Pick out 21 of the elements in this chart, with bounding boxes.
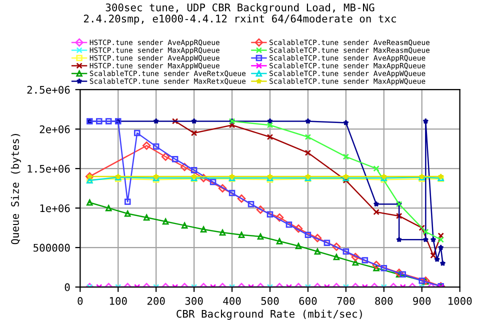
x-axis-title: CBR Background Rate (mbit/sec): [176, 310, 362, 320]
x-tick-label: 800: [375, 297, 393, 305]
chart-title: 300sec tune, UDP CBR Background Load, MB-NG: [106, 3, 374, 14]
x-tick-label: 700: [337, 297, 355, 305]
x-tick-label: 300: [185, 297, 203, 305]
x-tick-label: 1000: [448, 297, 472, 305]
x-tick-label: 0: [78, 297, 83, 305]
x-tick-label: 500: [261, 297, 279, 305]
y-tick-label: 1.5e+06: [28, 164, 70, 173]
y-tick-label: 2.5e+06: [27, 86, 70, 94]
x-tick-label: 600: [299, 297, 317, 305]
y-tick-label: 500000: [34, 244, 70, 252]
x-tick-label: 900: [413, 297, 431, 305]
x-tick-label: 400: [223, 297, 241, 305]
chart-subtitle: 2.4.20smp, e1000-4.4.12 rxint 64/64moderate on txc: [84, 14, 396, 25]
y-tick-label: 0: [64, 283, 70, 292]
y-axis-title: Queue Size (bytes): [10, 134, 21, 244]
x-tick-label: 200: [147, 297, 165, 305]
y-tick-label: 1e+06: [40, 204, 70, 212]
y-tick-label: 2e+06: [40, 125, 70, 134]
x-tick-label: 100: [110, 297, 127, 305]
